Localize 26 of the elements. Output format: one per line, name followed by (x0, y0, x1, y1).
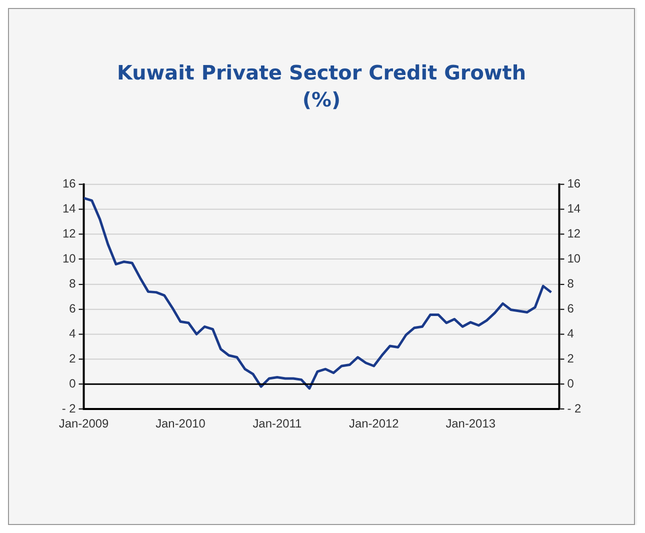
y-tick-label: 16 (62, 176, 76, 191)
y2-tick-label: 4 (567, 326, 574, 340)
y2-tick-label: - 2 (567, 401, 582, 416)
x-tick-label: Jan-2012 (348, 416, 400, 430)
y-tick-label: 2 (69, 351, 76, 366)
y-tick-label: 14 (62, 202, 76, 216)
y2-tick-label: 0 (567, 376, 574, 390)
y-tick-label: 4 (69, 326, 76, 340)
y2-tick-label: 2 (567, 351, 574, 366)
y2-tick-label: 6 (567, 301, 574, 316)
y-tick-label: 0 (69, 376, 76, 390)
x-tick-label: Jan-2009 (58, 416, 110, 430)
y-tick-label: 8 (69, 276, 76, 290)
x-tick-label: Jan-2011 (252, 416, 302, 430)
y-tick-label: 12 (62, 226, 76, 241)
y-tick-label: - 2 (62, 401, 76, 416)
y2-tick-label: 8 (567, 276, 574, 290)
x-tick-label: Jan-2013 (446, 416, 496, 430)
y2-tick-label: 16 (567, 176, 581, 191)
x-tick-label: Jan-2010 (156, 416, 206, 430)
y2-tick-label: 14 (567, 202, 581, 216)
y-tick-label: 10 (62, 252, 76, 266)
y2-tick-label: 10 (567, 252, 581, 266)
y-tick-label: 6 (69, 301, 76, 316)
y2-tick-label: 12 (567, 226, 581, 241)
chart-title: Kuwait Private Sector Credit Growth (%) (117, 61, 526, 112)
